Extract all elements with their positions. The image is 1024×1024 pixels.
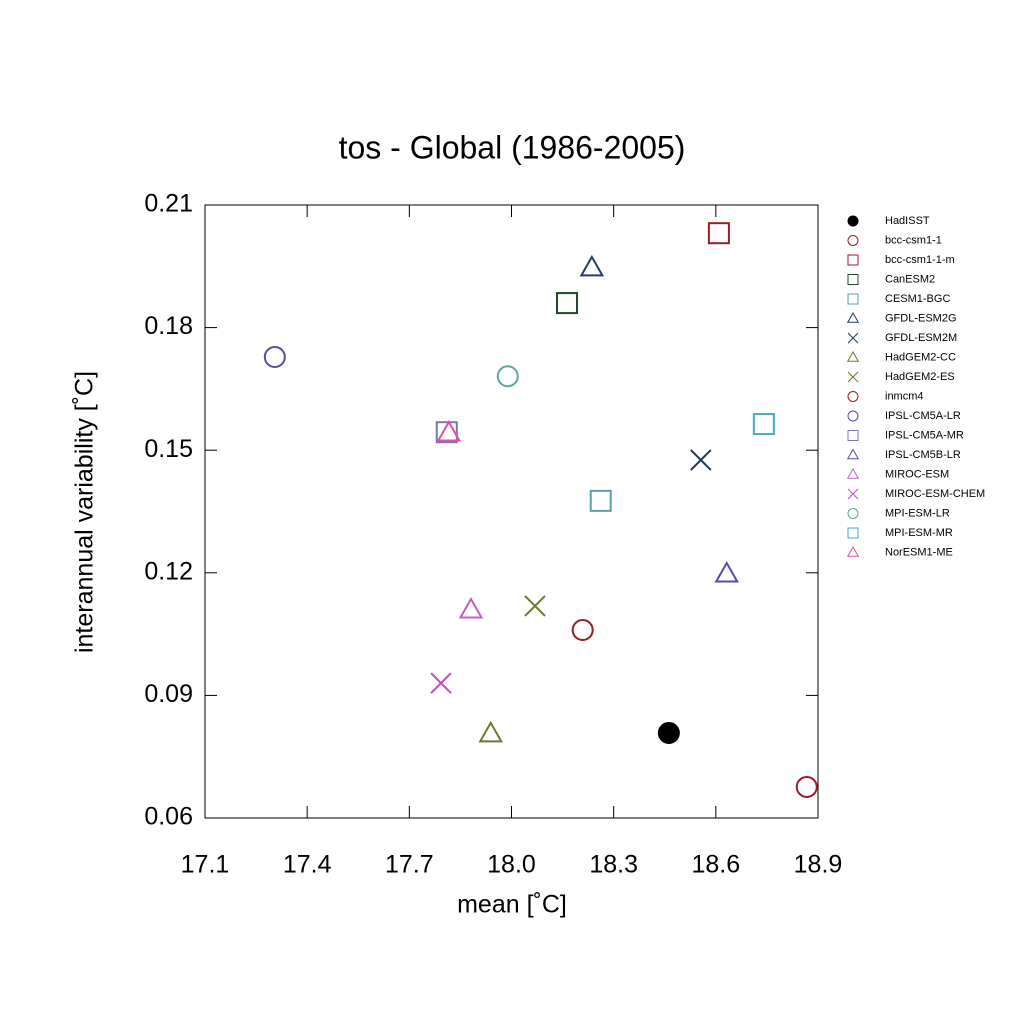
legend-marker	[847, 332, 859, 344]
legend-label: HadISST	[885, 215, 930, 227]
legend-label: IPSL-CM5B-LR	[885, 449, 961, 461]
legend-label: MPI-ESM-MR	[885, 527, 953, 539]
legend-label: GFDL-ESM2M	[885, 332, 957, 344]
legend-marker	[847, 430, 859, 441]
y-tick-label: 0.06	[144, 803, 193, 831]
y-tick-label: 0.09	[144, 680, 193, 708]
legend-marker	[846, 448, 860, 460]
scatter-point	[436, 420, 462, 442]
legend-marker	[847, 371, 859, 383]
y-tick-label: 0.12	[144, 557, 193, 585]
legend-marker	[846, 311, 860, 323]
scatter-point	[524, 595, 546, 617]
legend-marker	[847, 527, 859, 539]
scatter-point	[589, 489, 612, 512]
scatter-point	[458, 596, 484, 619]
scatter-point	[435, 421, 458, 444]
legend-marker	[847, 410, 859, 422]
scatter-point	[690, 449, 712, 471]
x-axis-label: mean [˚C]	[457, 891, 567, 919]
legend-label: inmcm4	[885, 390, 924, 402]
legend-label: NorESM1-ME	[885, 546, 953, 558]
y-tick-label: 0.18	[144, 312, 193, 340]
scatter-point	[478, 720, 503, 743]
legend-marker	[846, 467, 860, 479]
scatter-point	[579, 254, 605, 277]
legend-marker	[847, 235, 859, 246]
x-tick-label: 17.7	[385, 851, 434, 879]
x-tick-label: 18.3	[589, 851, 638, 879]
legend-marker	[847, 215, 859, 227]
legend-marker	[846, 350, 860, 362]
scatter-point	[707, 222, 730, 245]
legend-label: HadGEM2-CC	[885, 351, 956, 363]
legend-label: MPI-ESM-LR	[885, 507, 950, 519]
legend-label: HadGEM2-ES	[885, 371, 955, 383]
legend-marker	[847, 293, 859, 305]
x-tick-label: 17.4	[283, 851, 332, 879]
legend-marker	[847, 508, 859, 519]
legend-label: bcc-csm1-1	[885, 234, 942, 246]
y-tick-label: 0.15	[144, 435, 193, 463]
scatter-point	[795, 775, 818, 798]
legend-marker	[847, 274, 859, 285]
legend-marker	[847, 254, 859, 266]
legend-marker	[847, 391, 859, 402]
x-tick-label: 18.0	[487, 851, 536, 879]
legend-marker	[847, 488, 859, 500]
legend-label: GFDL-ESM2G	[885, 312, 957, 324]
x-tick-label: 18.6	[691, 851, 740, 879]
x-tick-label: 18.9	[794, 851, 843, 879]
legend-label: IPSL-CM5A-MR	[885, 429, 964, 441]
scatter-point	[752, 413, 775, 436]
scatter-point	[714, 561, 739, 583]
legend-label: MIROC-ESM-CHEM	[885, 488, 985, 500]
legend-label: bcc-csm1-1-m	[885, 254, 955, 266]
scatter-point	[430, 672, 452, 694]
chart-title: tos - Global (1986-2005)	[339, 129, 686, 165]
scatter-point	[657, 721, 680, 744]
legend-label: CanESM2	[885, 273, 935, 285]
legend-marker	[846, 545, 860, 557]
x-tick-label: 17.1	[181, 851, 230, 879]
legend-label: MIROC-ESM	[885, 468, 949, 480]
scatter-point	[571, 619, 594, 642]
plot-frame	[204, 204, 819, 819]
y-axis-label: interannual variability [˚C]	[71, 371, 99, 653]
scatter-point	[496, 365, 519, 388]
scatter-point	[263, 346, 286, 369]
legend-label: CESM1-BGC	[885, 293, 950, 305]
legend-label: IPSL-CM5A-LR	[885, 410, 961, 422]
y-tick-label: 0.21	[144, 190, 193, 218]
scatter-point	[556, 292, 579, 315]
